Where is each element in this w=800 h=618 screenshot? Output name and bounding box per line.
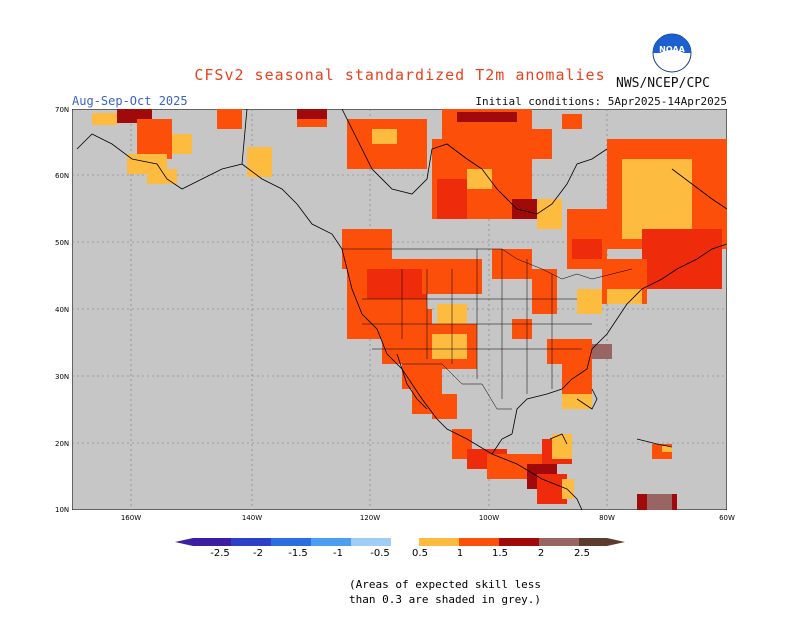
season-label: Aug-Sep-Oct 2025: [72, 94, 188, 108]
colorbar-label: 2.5: [574, 548, 590, 559]
lat-label-30n: 30N: [55, 373, 70, 381]
skill-note: (Areas of expected skill less than 0.3 a…: [349, 577, 541, 607]
lat-label-10n: 10N: [55, 506, 70, 514]
anomaly-map: [72, 109, 727, 510]
lat-label-40n: 40N: [55, 306, 70, 314]
lon-label-160w: 160W: [120, 514, 142, 522]
lon-label-80w: 80W: [599, 514, 615, 522]
colorbar-arrow-high: [607, 538, 625, 546]
skill-note-line1: (Areas of expected skill less: [349, 578, 542, 591]
lon-label-120w: 120W: [359, 514, 381, 522]
colorbar-label: 1: [456, 548, 464, 559]
lon-label-100w: 100W: [478, 514, 500, 522]
svg-text:NOAA: NOAA: [659, 45, 685, 54]
colorbar-label: -1.5: [288, 548, 308, 559]
colorbar-label: -2: [253, 548, 263, 559]
coastlines: [76, 109, 727, 510]
lon-label-60w: 60W: [719, 514, 735, 522]
noaa-logo: NOAA: [652, 33, 692, 73]
lat-label-50n: 50N: [55, 239, 70, 247]
political-borders: [342, 248, 633, 410]
colorbar-label: -0.5: [370, 548, 390, 559]
colorbar: [175, 538, 625, 546]
colorbar-arrow-low: [175, 538, 193, 546]
initial-conditions-label: Initial conditions: 5Apr2025-14Apr2025: [475, 95, 727, 108]
colorbar-label: 2: [537, 548, 545, 559]
colorbar-label: 0.5: [412, 548, 428, 559]
colorbar-label: 1.5: [492, 548, 508, 559]
lat-label-20n: 20N: [55, 440, 70, 448]
lon-label-140w: 140W: [241, 514, 263, 522]
colorbar-label: -2.5: [210, 548, 230, 559]
agency-label: NWS/NCEP/CPC: [616, 76, 710, 91]
lat-label-60n: 60N: [55, 172, 70, 180]
colorbar-label: -1: [333, 548, 343, 559]
chart-title: CFSv2 seasonal standardized T2m anomalie…: [194, 66, 606, 84]
lat-label-70n: 70N: [55, 106, 70, 114]
skill-note-line2: than 0.3 are shaded in grey.): [349, 593, 542, 606]
